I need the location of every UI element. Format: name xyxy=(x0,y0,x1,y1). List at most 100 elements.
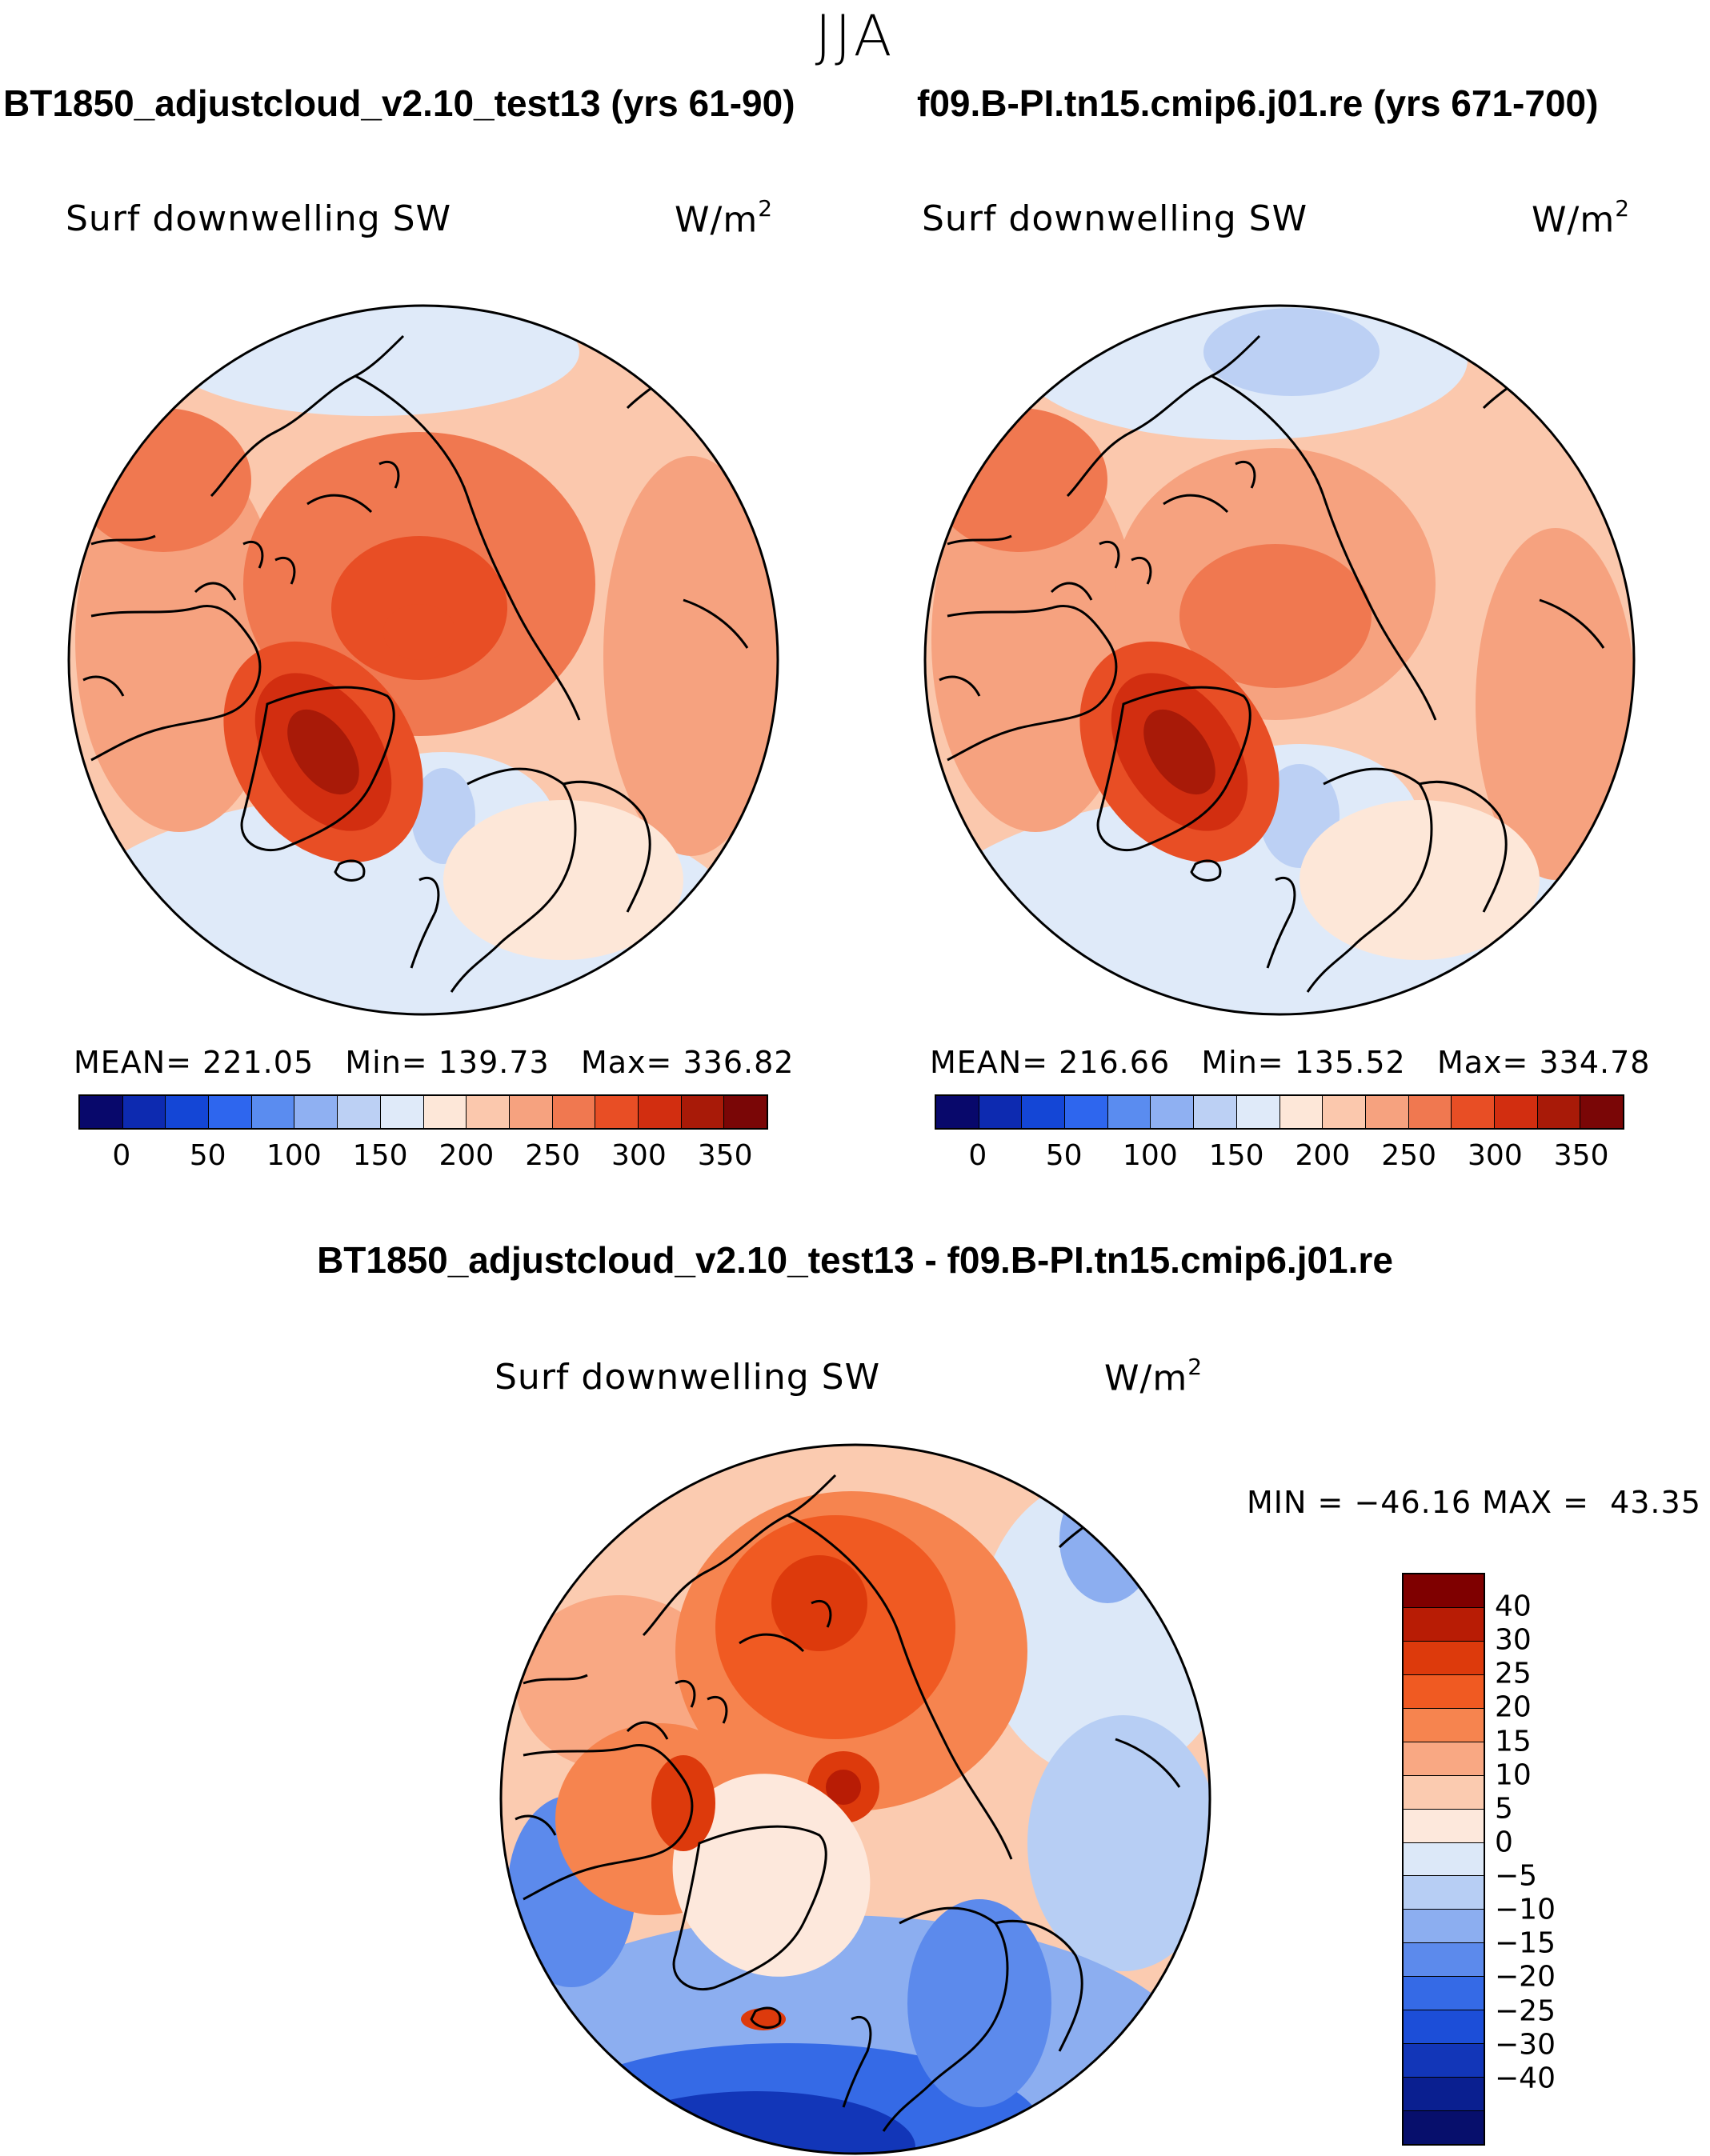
colorbar-swatch xyxy=(1404,1607,1484,1642)
max-label-right: Max= xyxy=(1436,1045,1529,1080)
colorbar-swatch xyxy=(1404,1742,1484,1776)
colorbar-tick-label: 150 xyxy=(1208,1139,1264,1172)
mean-label-right: MEAN= xyxy=(930,1045,1049,1080)
colorbar-swatch xyxy=(1236,1096,1280,1128)
colorbar-swatch xyxy=(724,1096,767,1128)
field-pole-max-core xyxy=(826,1770,861,1805)
field-pole-max xyxy=(383,604,455,660)
colorbar-swatch xyxy=(1404,2044,1484,2078)
colorbar-swatch xyxy=(1365,1096,1409,1128)
colorbar-swatch xyxy=(1404,1574,1484,1608)
colorbar-tick-label: 15 xyxy=(1495,1725,1532,1758)
map-border xyxy=(67,304,779,1016)
units-exp-diff: 2 xyxy=(1187,1354,1203,1380)
units-label-right: W/m2 xyxy=(1532,195,1631,241)
mean-value-left: 221.05 xyxy=(202,1045,314,1080)
max-value-right: 334.78 xyxy=(1539,1045,1651,1080)
case-title-right: f09.B-PI.tn15.cmip6.j01.re (yrs 671-700) xyxy=(917,82,1599,124)
colorbar-tick-label: −10 xyxy=(1495,1893,1556,1926)
variable-label-right: Surf downwelling SW xyxy=(922,198,1308,239)
stats-left: MEAN= 221.05 Min= 139.73 Max= 336.82 xyxy=(74,1045,794,1080)
colorbar-tick-label: 100 xyxy=(1123,1139,1178,1172)
colorbar-tick-label: 150 xyxy=(352,1139,408,1172)
map-border xyxy=(499,1443,1211,2155)
colorbar-tick-label: 300 xyxy=(1468,1139,1523,1172)
colorbar-swatch xyxy=(1494,1096,1538,1128)
units-label-diff: W/m2 xyxy=(1104,1354,1203,1399)
units-base-left: W/m xyxy=(675,199,759,241)
colorbar-swatch xyxy=(638,1096,682,1128)
field-norwegian-min xyxy=(411,768,475,864)
colorbar-tick-label: 30 xyxy=(1495,1623,1532,1657)
colorbar-tick-label: 200 xyxy=(439,1139,495,1172)
colorbar-tick-label: 250 xyxy=(1381,1139,1436,1172)
colorbar-tick-label: 200 xyxy=(1295,1139,1351,1172)
colorbar-tick-label: 350 xyxy=(697,1139,753,1172)
min-value-left: 139.73 xyxy=(438,1045,550,1080)
colorbar-diff xyxy=(1402,1573,1485,2146)
colorbar-tick-label: −30 xyxy=(1495,2028,1556,2062)
colorbar-swatch xyxy=(1279,1096,1324,1128)
colorbar-swatch xyxy=(1404,1641,1484,1675)
colorbar-tick-label: 0 xyxy=(1495,1826,1513,1859)
colorbar-swatch xyxy=(338,1096,381,1128)
field-east-siberia-min xyxy=(1059,1475,1155,1603)
colorbar-tick-label: 0 xyxy=(112,1139,131,1172)
polar-map-right xyxy=(923,304,1636,1016)
colorbar-tick-label: 100 xyxy=(266,1139,322,1172)
colorbar-swatch xyxy=(1151,1096,1195,1128)
min-label-right: Min= xyxy=(1201,1045,1284,1080)
colorbar-right xyxy=(935,1094,1624,1130)
colorbar-tick-label: 10 xyxy=(1495,1758,1532,1792)
map-border xyxy=(923,304,1636,1016)
diff-min-value: −46.16 xyxy=(1354,1485,1472,1520)
colorbar-tick-label: 300 xyxy=(611,1139,667,1172)
colorbar-swatch xyxy=(1404,2010,1484,2045)
colorbar-swatch xyxy=(1107,1096,1151,1128)
field-greenland-max xyxy=(1143,709,1215,795)
colorbar-swatch xyxy=(1194,1096,1237,1128)
colorbar-tick-label: 0 xyxy=(968,1139,987,1172)
field-west-siberia xyxy=(1476,528,1634,880)
colorbar-tick-label: −20 xyxy=(1495,1960,1556,1994)
colorbar-swatch xyxy=(1408,1096,1452,1128)
colorbar-swatch xyxy=(1580,1096,1623,1128)
colorbar-swatch xyxy=(1452,1096,1495,1128)
field-arctic-max xyxy=(771,1555,867,1651)
colorbar-swatch xyxy=(1404,1775,1484,1810)
diff-minmax: MIN = −46.16 MAX = 43.35 xyxy=(1247,1485,1701,1520)
colorbar-swatch xyxy=(122,1096,166,1128)
colorbar-tick-label: 50 xyxy=(189,1139,226,1172)
diff-max-label: MAX = xyxy=(1482,1485,1589,1520)
colorbar-swatch xyxy=(595,1096,639,1128)
colorbar-swatch xyxy=(166,1096,210,1128)
colorbar-swatch xyxy=(80,1096,123,1128)
field-greenland-max xyxy=(287,709,359,795)
colorbar-tick-label: 250 xyxy=(525,1139,580,1172)
colorbar-tick-label: 25 xyxy=(1495,1657,1532,1690)
colorbar-swatch xyxy=(552,1096,596,1128)
colorbar-tick-label: 5 xyxy=(1495,1792,1513,1826)
colorbar-swatch xyxy=(1404,2111,1484,2144)
colorbar-swatch xyxy=(681,1096,725,1128)
diff-max-value: 43.35 xyxy=(1610,1485,1701,1520)
colorbar-left xyxy=(78,1094,768,1130)
units-exp-right: 2 xyxy=(1615,195,1631,222)
field-pacific-min xyxy=(1203,308,1380,396)
colorbar-swatch xyxy=(467,1096,510,1128)
field-greenland-neutral xyxy=(672,1774,871,1977)
colorbar-tick-label: 50 xyxy=(1045,1139,1083,1172)
colorbar-swatch xyxy=(1404,1708,1484,1742)
colorbar-tick-label: −5 xyxy=(1495,1859,1538,1893)
units-exp-left: 2 xyxy=(758,195,774,222)
colorbar-swatch xyxy=(1065,1096,1108,1128)
field-iceland-max xyxy=(741,2008,786,2030)
colorbar-swatch xyxy=(423,1096,467,1128)
colorbar-swatch xyxy=(1404,1674,1484,1709)
colorbar-swatch xyxy=(1404,1943,1484,1978)
colorbar-tick-label: 40 xyxy=(1495,1590,1532,1623)
colorbar-swatch xyxy=(1404,1809,1484,1843)
colorbar-swatch xyxy=(1404,2078,1484,2111)
max-value-left: 336.82 xyxy=(683,1045,795,1080)
colorbar-tick-label: −40 xyxy=(1495,2062,1556,2095)
